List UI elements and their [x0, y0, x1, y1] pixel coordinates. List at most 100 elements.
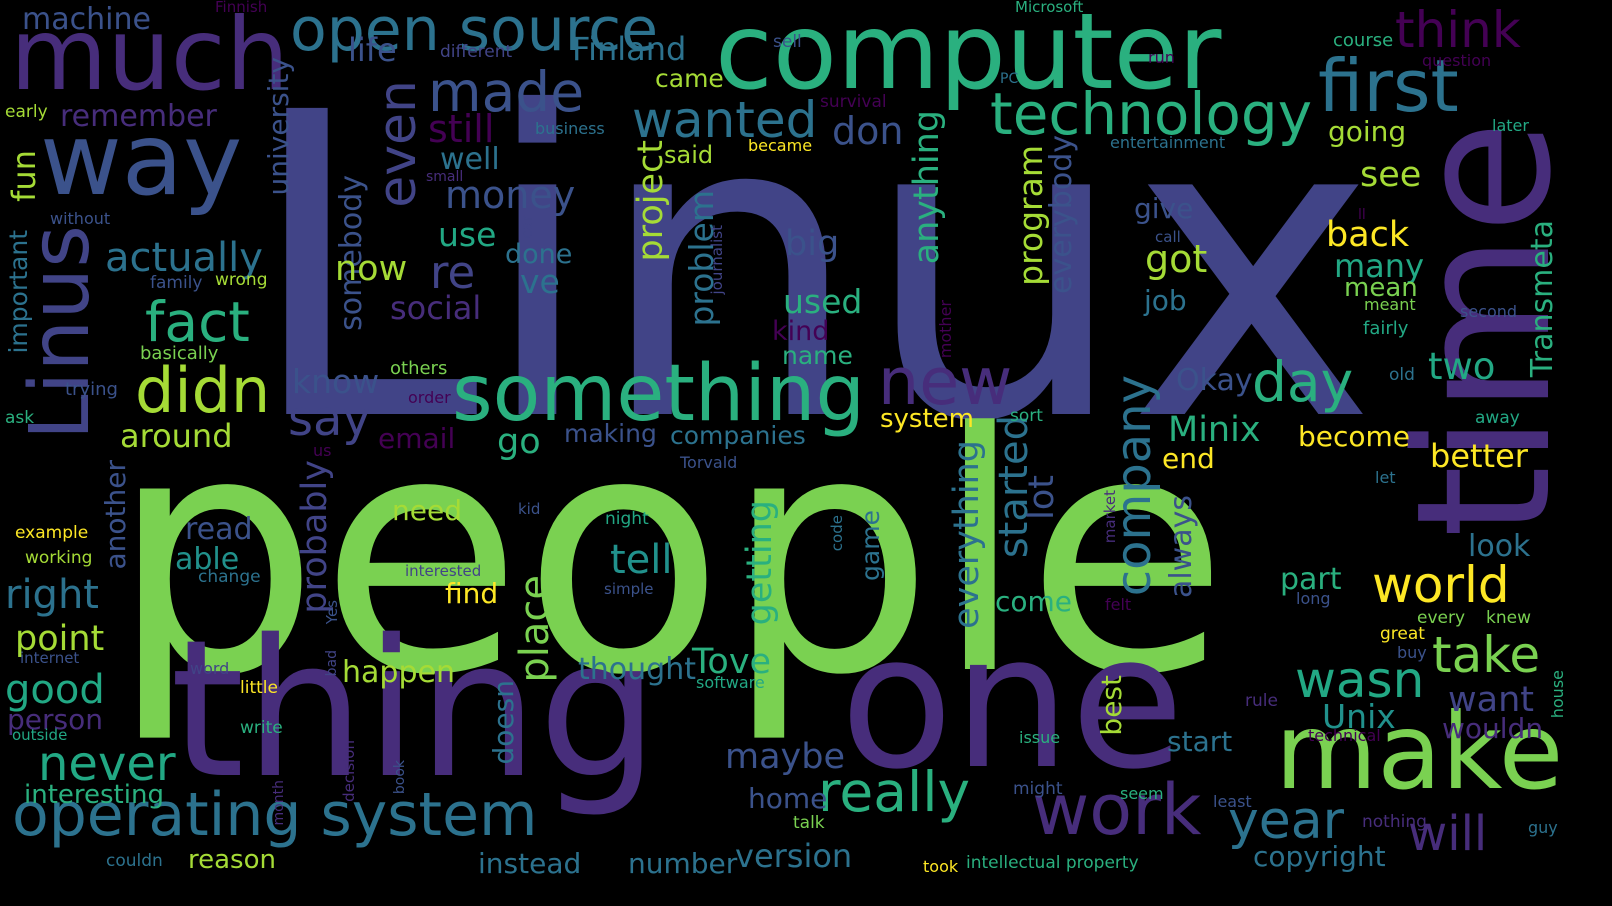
word-don: don — [832, 109, 904, 153]
word-us: us — [313, 441, 332, 460]
word-machine: machine — [22, 2, 151, 37]
word-issue: issue — [1019, 728, 1061, 747]
word-people: people — [110, 363, 1229, 747]
word-actually: actually — [105, 235, 263, 281]
word-two: two — [1428, 345, 1496, 388]
word-always: always — [1164, 495, 1199, 599]
word-lot: lot — [1022, 475, 1062, 520]
word-away: away — [1475, 408, 1520, 428]
word-entertainment: entertainment — [1110, 133, 1226, 152]
word-later: later — [1492, 116, 1529, 135]
word-another: another — [99, 460, 132, 570]
word-important: important — [4, 230, 33, 354]
word-getting: getting — [740, 500, 780, 626]
word-interested: interested — [405, 562, 482, 580]
word-felt: felt — [1105, 595, 1132, 614]
word-email: email — [378, 422, 456, 455]
word-got: got — [1145, 237, 1208, 281]
word-microsoft: Microsoft — [1015, 0, 1084, 16]
word-finland: Finland — [572, 30, 687, 68]
word-small: small — [426, 169, 464, 185]
word-everybody: everybody — [1044, 135, 1079, 294]
word-ve: ve — [520, 262, 560, 301]
word-system: system — [880, 404, 974, 434]
word-wrong: wrong — [215, 270, 268, 290]
word-talk: talk — [793, 813, 825, 833]
word-family: family — [150, 273, 203, 293]
word-able: able — [175, 542, 240, 577]
word-transmeta: Transmeta — [1525, 220, 1560, 378]
word-finnish: Finnish — [215, 0, 268, 16]
word-became: became — [748, 136, 813, 155]
word-write: write — [240, 718, 283, 738]
word-everything: everything — [947, 440, 987, 629]
word-new: new — [878, 345, 1013, 420]
word-probably: probably — [295, 460, 335, 614]
word-interesting: interesting — [24, 780, 164, 810]
word-now: now — [335, 249, 408, 289]
word-good: good — [5, 667, 105, 713]
word-working: working — [25, 548, 93, 568]
word-fact: fact — [145, 290, 250, 354]
word-unix: Unix — [1322, 697, 1396, 736]
word-number: number — [628, 847, 738, 880]
word-much: much — [10, 0, 290, 113]
word-couldn: couldn — [106, 851, 163, 871]
word-nothing: nothing — [1362, 812, 1427, 832]
word-operating-system: operating system — [12, 780, 538, 850]
word-say: say — [288, 391, 371, 447]
word-trying: trying — [65, 379, 118, 400]
word-least: least — [1213, 792, 1252, 811]
word-name: name — [782, 341, 853, 370]
word-knew: knew — [1486, 608, 1531, 628]
word-minix: Minix — [1168, 410, 1261, 450]
word-bad: bad — [324, 650, 340, 677]
word-journalist: journalist — [708, 225, 726, 295]
word-still: still — [428, 107, 495, 151]
word-wouldn: wouldn — [1442, 712, 1544, 745]
word-better: better — [1430, 437, 1528, 475]
word-book: book — [392, 760, 408, 795]
word-code: code — [828, 515, 846, 552]
word-money: money — [445, 173, 576, 217]
word-maybe: maybe — [725, 737, 846, 777]
word-kid: kid — [518, 500, 541, 518]
word-every: every — [1417, 608, 1466, 628]
word-company: company — [1106, 375, 1162, 597]
word-change: change — [198, 567, 261, 587]
word-basically: basically — [140, 343, 219, 364]
word-business: business — [535, 119, 605, 138]
word-instead: instead — [478, 847, 582, 880]
word-reason: reason — [188, 845, 276, 875]
word-used: used — [783, 282, 863, 321]
word-know: know — [292, 362, 380, 401]
word-place: place — [512, 575, 558, 683]
word-order: order — [408, 388, 451, 407]
word-home: home — [748, 782, 828, 815]
word-run: run — [1148, 48, 1175, 67]
word-technology: technology — [990, 80, 1313, 148]
word-game: game — [856, 510, 885, 581]
word-rule: rule — [1245, 691, 1278, 711]
word-long: long — [1296, 589, 1331, 608]
word-month: month — [271, 780, 287, 826]
word-guy: guy — [1528, 818, 1558, 837]
word-happen: happen — [342, 655, 455, 690]
word-meant: meant — [1364, 295, 1416, 314]
word-need: need — [392, 494, 462, 527]
word-something: something — [452, 349, 865, 439]
word-remember: remember — [60, 99, 217, 134]
word-re: re — [430, 246, 476, 299]
word-simple: simple — [604, 580, 654, 598]
word-tell: tell — [610, 537, 673, 583]
word-come: come — [995, 585, 1073, 618]
word-world: world — [1372, 556, 1510, 614]
word-job: job — [1144, 284, 1187, 317]
word-read: read — [185, 512, 253, 547]
word-ll: ll — [1358, 207, 1366, 223]
word-night: night — [605, 509, 649, 529]
word-decision: decision — [340, 740, 358, 802]
word-said: said — [664, 141, 714, 169]
word-sell: sell — [773, 32, 802, 52]
